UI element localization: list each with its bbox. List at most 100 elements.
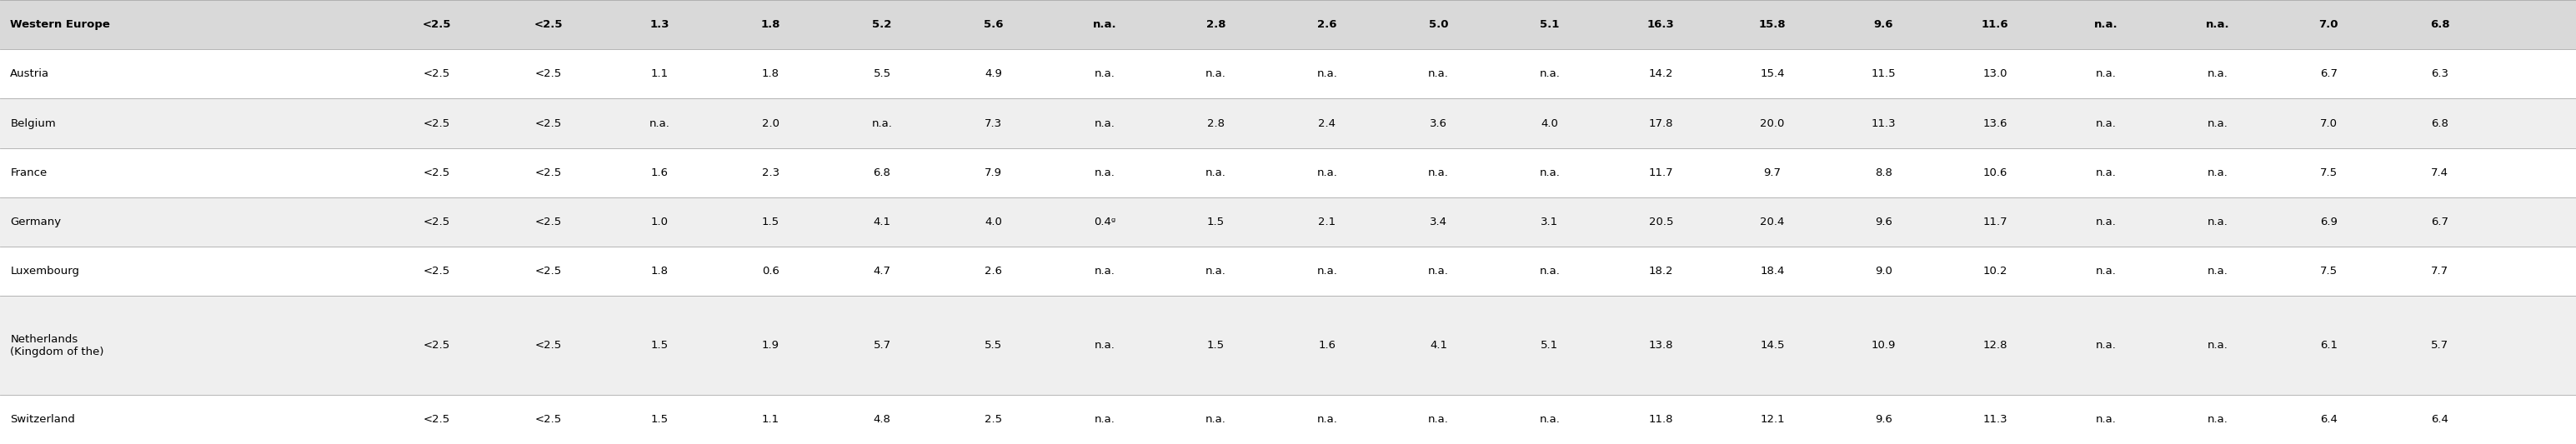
Text: 3.1: 3.1 [1540,217,1558,227]
Text: 2.5: 2.5 [984,414,1002,425]
Text: 9.7: 9.7 [1765,167,1780,178]
Text: 1.8: 1.8 [652,266,667,277]
Text: Belgium: Belgium [10,118,57,129]
Text: 6.4: 6.4 [2321,414,2336,425]
Text: n.a.: n.a. [2208,167,2228,178]
Text: France: France [10,167,46,178]
Text: <2.5: <2.5 [536,217,562,227]
Text: 1.3: 1.3 [649,19,670,30]
Text: n.a.: n.a. [2097,414,2117,425]
Text: n.a.: n.a. [1095,414,1115,425]
Text: 5.7: 5.7 [2432,340,2450,351]
Text: <2.5: <2.5 [422,217,451,227]
Text: 18.2: 18.2 [1649,266,1674,277]
Text: <2.5: <2.5 [536,266,562,277]
Text: 2.1: 2.1 [1319,217,1337,227]
Bar [0,49,2576,99]
Text: 13.6: 13.6 [1984,118,2007,129]
Text: n.a.: n.a. [2097,217,2117,227]
Text: n.a.: n.a. [2208,414,2228,425]
Text: 15.4: 15.4 [1759,68,1785,79]
Text: Netherlands
(Kingdom of the): Netherlands (Kingdom of the) [10,334,103,357]
Text: 5.5: 5.5 [873,68,891,79]
Text: 1.1: 1.1 [762,414,781,425]
Text: 16.3: 16.3 [1649,19,1674,30]
Text: <2.5: <2.5 [536,68,562,79]
Text: 5.1: 5.1 [1540,340,1558,351]
Text: 0.6: 0.6 [762,266,781,277]
Text: 11.6: 11.6 [1981,19,2009,30]
Text: 10.9: 10.9 [1870,340,1896,351]
Text: 20.4: 20.4 [1759,217,1785,227]
Text: 10.2: 10.2 [1984,266,2007,277]
Text: 6.1: 6.1 [2321,340,2336,351]
Text: <2.5: <2.5 [536,118,562,129]
Text: 1.5: 1.5 [1208,217,1224,227]
Text: 6.8: 6.8 [2432,118,2450,129]
Text: n.a.: n.a. [1540,68,1561,79]
Text: n.a.: n.a. [1540,414,1561,425]
Text: 7.0: 7.0 [2321,118,2336,129]
Text: n.a.: n.a. [2097,68,2117,79]
Text: 20.0: 20.0 [1759,118,1785,129]
Text: <2.5: <2.5 [536,167,562,178]
Text: n.a.: n.a. [2094,19,2117,30]
Text: 9.6: 9.6 [1875,217,1893,227]
Text: n.a.: n.a. [1316,167,1337,178]
Text: 1.5: 1.5 [652,340,667,351]
Text: 5.0: 5.0 [1430,19,1448,30]
Text: 5.2: 5.2 [873,19,891,30]
Text: 5.7: 5.7 [873,340,891,351]
Text: n.a.: n.a. [2208,68,2228,79]
Bar [0,247,2576,296]
Text: 1.5: 1.5 [762,217,781,227]
Text: 1.6: 1.6 [1319,340,1337,351]
Text: n.a.: n.a. [2208,266,2228,277]
Text: 11.7: 11.7 [1984,217,2007,227]
Text: <2.5: <2.5 [422,340,451,351]
Text: 6.4: 6.4 [2432,414,2450,425]
Text: 11.7: 11.7 [1649,167,1674,178]
Text: n.a.: n.a. [1095,340,1115,351]
Text: n.a.: n.a. [2097,118,2117,129]
Text: 14.5: 14.5 [1759,340,1785,351]
Text: 1.5: 1.5 [652,414,667,425]
Text: 7.0: 7.0 [2318,19,2339,30]
Text: n.a.: n.a. [1540,167,1561,178]
Text: 4.0: 4.0 [984,217,1002,227]
Text: n.a.: n.a. [2208,118,2228,129]
Text: 1.6: 1.6 [652,167,667,178]
Text: 1.8: 1.8 [760,19,781,30]
Bar [0,99,2576,148]
Text: <2.5: <2.5 [533,19,562,30]
Text: 7.5: 7.5 [2321,266,2336,277]
Text: 1.1: 1.1 [652,68,667,79]
Text: n.a.: n.a. [1206,266,1226,277]
Text: n.a.: n.a. [1206,414,1226,425]
Text: n.a.: n.a. [2208,217,2228,227]
Text: 6.8: 6.8 [873,167,891,178]
Text: n.a.: n.a. [649,118,670,129]
Text: n.a.: n.a. [1092,19,1115,30]
Text: 20.5: 20.5 [1649,217,1674,227]
Text: 4.7: 4.7 [873,266,891,277]
Text: 11.8: 11.8 [1649,414,1674,425]
Text: n.a.: n.a. [2205,19,2228,30]
Text: <2.5: <2.5 [422,167,451,178]
Text: 1.5: 1.5 [1208,340,1224,351]
Text: 8.8: 8.8 [1875,167,1893,178]
Bar [0,395,2576,444]
Text: 4.0: 4.0 [1540,118,1558,129]
Text: 6.7: 6.7 [2321,68,2336,79]
Bar [0,0,2576,49]
Text: 2.8: 2.8 [1206,19,1226,30]
Text: 11.5: 11.5 [1870,68,1896,79]
Bar [0,148,2576,197]
Text: Germany: Germany [10,217,62,227]
Text: 2.8: 2.8 [1208,118,1224,129]
Text: 18.4: 18.4 [1759,266,1785,277]
Text: n.a.: n.a. [871,118,891,129]
Text: 15.8: 15.8 [1759,19,1785,30]
Text: n.a.: n.a. [1427,266,1448,277]
Text: 1.9: 1.9 [762,340,781,351]
